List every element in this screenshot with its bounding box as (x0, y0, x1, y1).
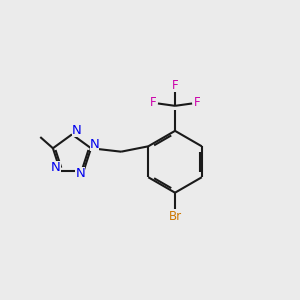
Text: F: F (150, 96, 156, 110)
Text: F: F (194, 96, 200, 110)
Text: N: N (90, 138, 99, 151)
Text: N: N (71, 124, 81, 137)
Text: N: N (75, 167, 85, 180)
Text: Br: Br (169, 210, 182, 223)
Text: N: N (51, 161, 61, 174)
Text: F: F (172, 79, 178, 92)
